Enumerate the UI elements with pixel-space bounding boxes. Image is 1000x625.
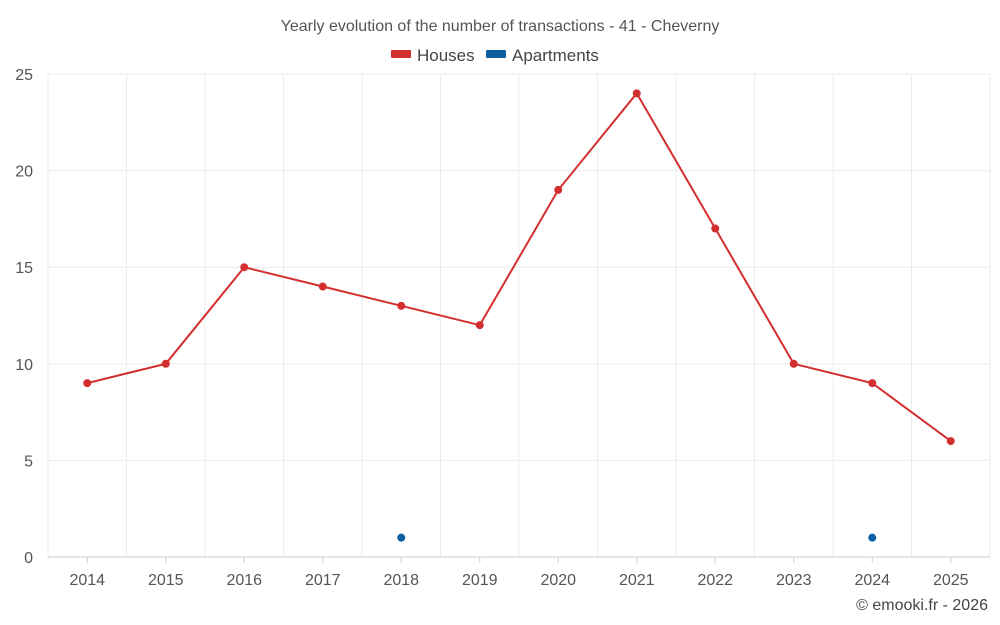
data-point-apartments-2024[interactable] [868, 533, 877, 542]
legend-label-houses[interactable]: Houses [417, 46, 475, 65]
chart-title: Yearly evolution of the number of transa… [281, 18, 720, 35]
x-tick-label: 2019 [462, 572, 498, 589]
data-point-houses-2023[interactable] [789, 359, 798, 368]
y-tick-label: 0 [24, 550, 33, 567]
x-tick-label: 2020 [540, 572, 576, 589]
x-tick-label: 2021 [619, 572, 655, 589]
data-point-houses-2019[interactable] [475, 321, 484, 330]
data-point-houses-2020[interactable] [554, 185, 563, 194]
data-point-houses-2014[interactable] [83, 379, 92, 388]
data-point-houses-2016[interactable] [240, 263, 249, 272]
data-point-houses-2018[interactable] [397, 301, 406, 310]
data-point-houses-2025[interactable] [946, 437, 955, 446]
x-tick-label: 2024 [854, 572, 890, 589]
data-point-houses-2015[interactable] [161, 359, 170, 368]
x-tick-label: 2014 [69, 572, 105, 589]
series-layer [83, 89, 955, 542]
legend: Houses Apartments [391, 46, 599, 65]
x-tick-label: 2022 [697, 572, 733, 589]
x-tick-label: 2015 [148, 572, 184, 589]
data-point-houses-2022[interactable] [711, 224, 720, 233]
y-tick-label: 25 [15, 67, 33, 84]
y-tick-label: 10 [15, 357, 33, 374]
data-point-apartments-2018[interactable] [397, 533, 406, 542]
data-point-houses-2017[interactable] [318, 282, 327, 291]
y-tick-label: 20 [15, 164, 33, 181]
y-tick-label: 15 [15, 260, 33, 277]
x-tick-label: 2017 [305, 572, 341, 589]
legend-swatch-houses [391, 50, 411, 58]
y-tick-label: 5 [24, 453, 33, 470]
legend-label-apartments[interactable]: Apartments [512, 46, 599, 65]
series-line-houses [87, 91, 952, 442]
x-tick-label: 2023 [776, 572, 812, 589]
grid [47, 73, 991, 557]
x-tick-label: 2025 [933, 572, 969, 589]
legend-swatch-apartments [486, 50, 506, 58]
data-point-houses-2021[interactable] [632, 89, 641, 98]
x-tick-label: 2016 [226, 572, 262, 589]
credit-text: © emooki.fr - 2026 [856, 597, 988, 614]
data-point-houses-2024[interactable] [868, 379, 877, 388]
x-tick-label: 2018 [383, 572, 419, 589]
